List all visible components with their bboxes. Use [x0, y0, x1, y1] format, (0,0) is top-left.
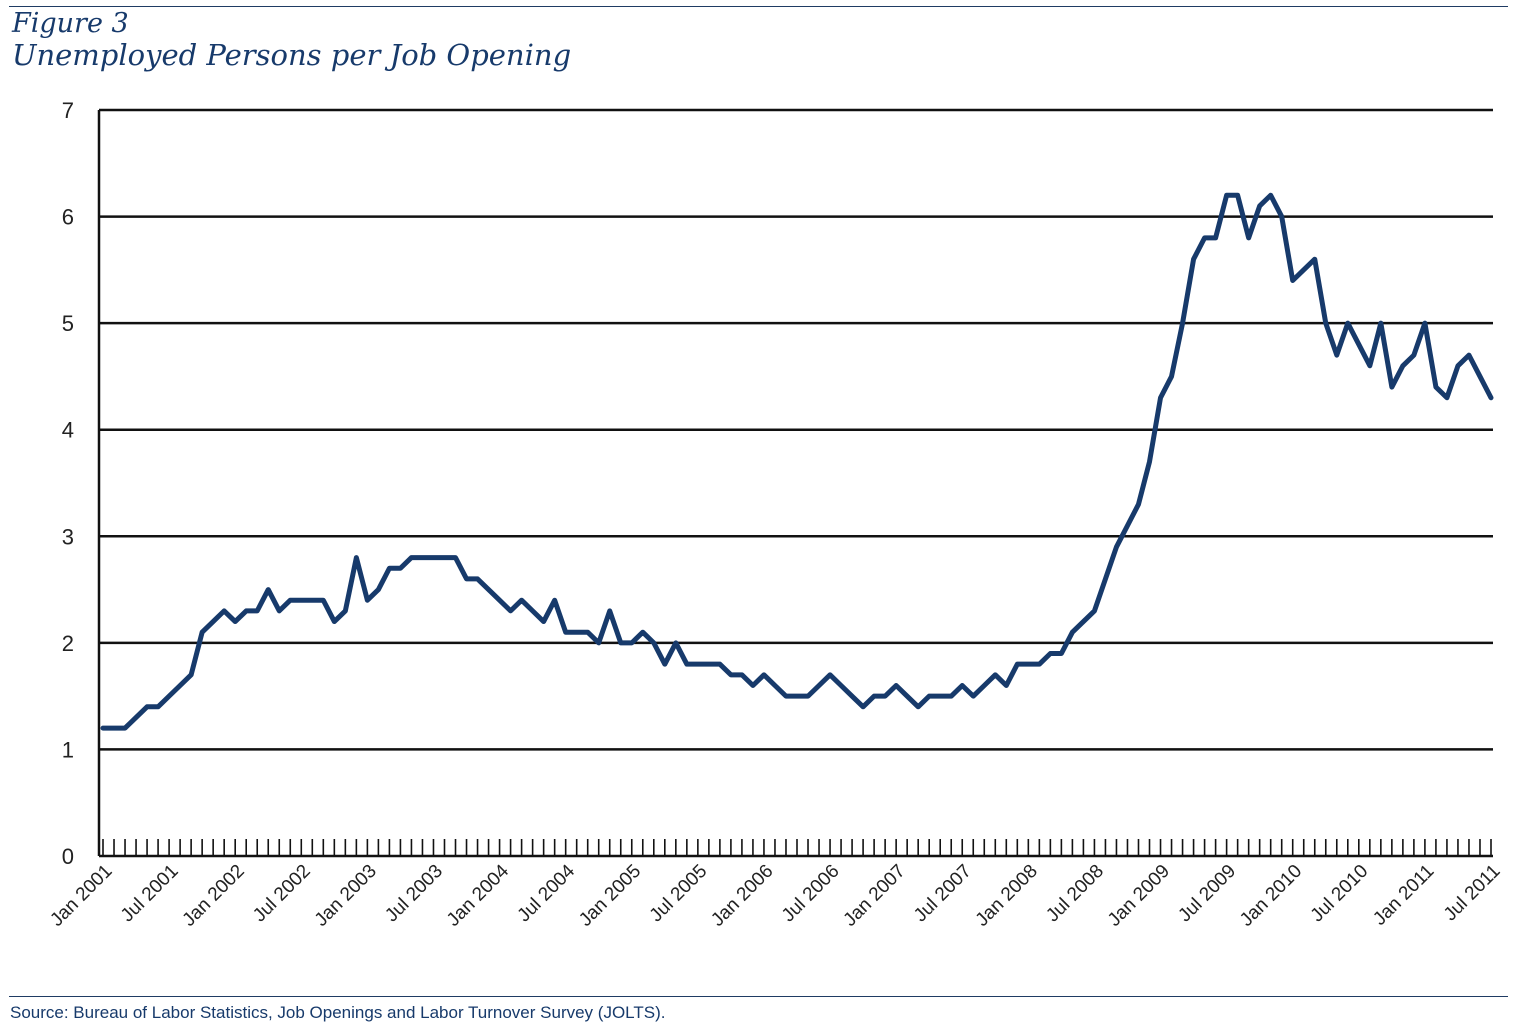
x-tick-label: Jan 2005: [575, 861, 645, 931]
x-tick-label: Jul 2005: [646, 861, 712, 927]
figure-label: Figure 3: [12, 8, 129, 39]
y-tick-label-6: 6: [62, 205, 74, 230]
figure-title: Unemployed Persons per Job Opening: [12, 38, 572, 72]
x-tick-label: Jan 2002: [179, 861, 249, 931]
x-tick-label: Jul 2003: [381, 861, 447, 927]
x-tick-label: Jan 2007: [840, 861, 910, 931]
x-tick-label: Jul 2009: [1175, 861, 1241, 927]
x-tick-label: Jan 2001: [46, 861, 116, 931]
source-note: Source: Bureau of Labor Statistics, Job …: [10, 1003, 666, 1022]
y-tick-label-3: 3: [62, 524, 74, 549]
x-tick-label: Jul 2007: [910, 861, 976, 927]
series-line: [100, 192, 1494, 731]
y-tick-label-7: 7: [62, 98, 74, 123]
top-rule: [9, 6, 1508, 7]
x-tick-label: Jan 2006: [707, 861, 777, 931]
x-tick-label: Jan 2003: [311, 861, 381, 931]
bottom-rule: [9, 996, 1508, 997]
x-tick-marks: [102, 839, 1492, 856]
y-tick-labels: 0 1 2 3 4 5 6 7: [62, 98, 74, 869]
y-tick-label-0: 0: [62, 844, 74, 869]
x-tick-label: Jan 2010: [1236, 861, 1306, 931]
y-tick-label-4: 4: [62, 418, 74, 443]
y-tick-label-5: 5: [62, 311, 74, 336]
x-tick-label: Jan 2008: [972, 861, 1042, 931]
x-tick-label: Jul 2001: [117, 861, 183, 927]
x-tick-label: Jul 2004: [514, 860, 580, 926]
y-tick-label-2: 2: [62, 631, 74, 656]
x-tick-label: Jan 2009: [1104, 861, 1174, 931]
x-tick-label: Jul 2006: [778, 861, 844, 927]
y-tick-label-1: 1: [62, 737, 74, 762]
x-tick-label: Jul 2002: [249, 861, 315, 927]
x-tick-label: Jul 2010: [1307, 861, 1373, 927]
x-tick-label: Jul 2011: [1440, 861, 1505, 926]
x-tick-label: Jan 2004: [443, 860, 513, 930]
x-tick-label: Jan 2011: [1369, 861, 1438, 930]
x-tick-label: Jul 2008: [1042, 861, 1108, 927]
gridlines: [99, 108, 1493, 751]
